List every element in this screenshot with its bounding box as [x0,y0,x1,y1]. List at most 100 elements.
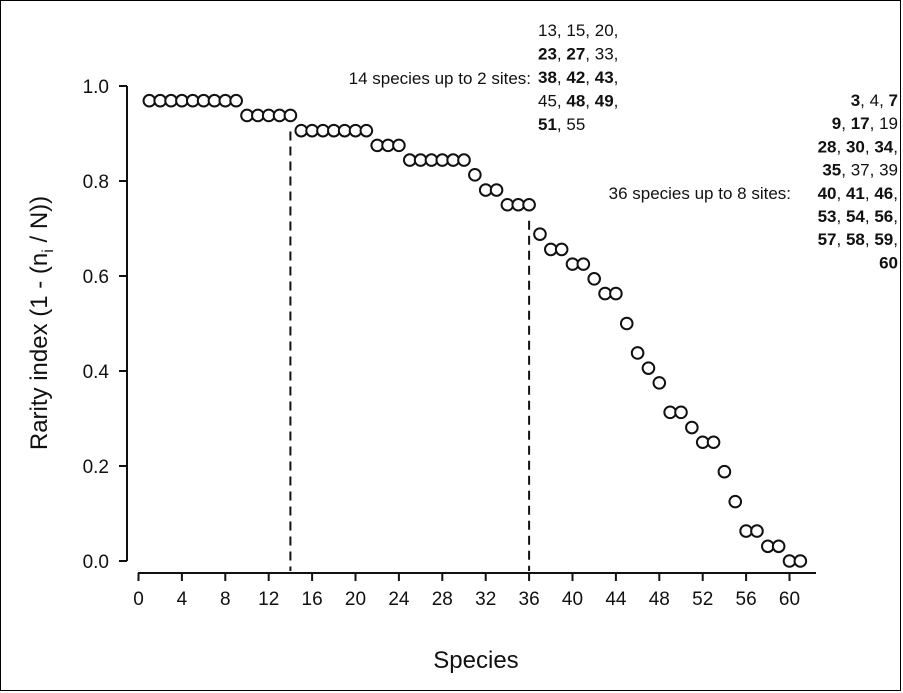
species-number-bold: 28 [818,137,837,156]
species-number: , [614,92,619,111]
x-tick-label: 36 [519,589,540,610]
data-point [457,153,471,167]
data-point [771,539,786,554]
species-number-bold: 9 [832,114,841,133]
x-tick-label: 8 [220,589,231,610]
data-point [576,257,591,271]
data-point [619,316,634,331]
reference-lines [289,131,531,571]
data-point [630,346,645,360]
y-tick-label: 0.0 [83,552,109,573]
species-number: 45 [538,92,557,111]
x-tick-label: 4 [177,589,188,610]
data-point [522,197,536,212]
x-tick-label: 32 [475,589,496,610]
x-tick-label: 12 [258,589,279,610]
y-tick-label: 0.2 [83,457,109,478]
species-number: 15 [566,21,585,40]
species-number-bold: 54 [846,207,865,226]
species-number: 55 [566,115,585,134]
y-axis-label-main: Rarity index (1 - (n [26,253,53,450]
species-number: , [837,184,846,203]
species-number: , [893,230,898,249]
species-number: , [870,161,879,180]
data-point [554,242,569,257]
data-point [229,93,243,108]
y-tick-label: 1.0 [83,77,109,98]
species-number: , [614,45,619,64]
annotation-species-line: 53, 54, 56, [818,207,898,226]
species-number: , [614,68,619,87]
annotation-species-line: 9, 17, 19 [832,114,898,133]
data-point [728,494,743,509]
species-number: , [557,68,566,87]
species-number-bold: 3 [851,91,860,110]
species-number-bold: 53 [818,207,837,226]
species-number-bold: 59 [874,230,893,249]
x-tick-label: 28 [432,589,453,610]
annotation-species-line: 51, 55 [538,115,585,134]
species-number: 4 [870,91,879,110]
species-number-bold: 51 [538,115,557,134]
species-number: , [841,161,850,180]
data-point [793,554,808,568]
species-number: , [893,184,898,203]
annotation-species-line: 13, 15, 20, [538,21,618,40]
species-number-bold: 56 [874,207,893,226]
data-point [685,420,699,435]
species-number-bold: 41 [846,184,865,203]
species-number: , [837,230,846,249]
species-number-bold: 35 [822,161,841,180]
species-number-bold: 23 [538,45,557,64]
data-point [674,405,688,420]
species-number: , [879,91,888,110]
x-tick-label: 20 [345,589,366,610]
data-points [142,93,808,568]
species-number: , [557,92,566,111]
species-number-bold: 30 [846,137,865,156]
species-number: , [870,114,879,133]
species-number-bold: 17 [851,114,870,133]
annotation-species-line: 23, 27, 33, [538,45,618,64]
species-number: , [860,91,869,110]
species-number: , [614,21,619,40]
x-tick-label: 0 [133,589,144,610]
species-number-bold: 57 [818,230,837,249]
data-point [641,361,656,375]
data-point [609,286,623,301]
data-point [392,138,406,153]
annotation-species-line: 60 [879,253,898,272]
species-number: , [865,207,874,226]
data-point [359,123,374,138]
data-point [489,183,504,197]
species-number: , [585,92,594,111]
y-tick-label: 0.4 [83,362,110,383]
data-point [652,376,667,390]
axis-labels: Species Rarity index (1 - (ni / N)) [26,196,519,674]
species-number: , [865,184,874,203]
species-number-bold: 46 [874,184,893,203]
annotation-species-line: 35, 37, 39 [822,161,898,180]
species-number-bold: 42 [566,68,585,87]
annotation-species-line: 57, 58, 59, [818,230,898,249]
species-number: 39 [879,161,898,180]
species-number: , [557,115,566,134]
species-number: , [893,137,898,156]
x-axis-label: Species [433,647,518,674]
species-number: , [837,207,846,226]
y-axis-label-subscript: i [40,249,57,253]
species-number: , [837,137,846,156]
species-number-bold: 38 [538,68,557,87]
species-number: , [585,21,594,40]
species-number: , [865,137,874,156]
species-number: , [585,68,594,87]
x-tick-label: 56 [736,589,757,610]
data-point [283,108,298,123]
species-number: 37 [851,161,870,180]
y-tick-label: 0.6 [83,267,109,288]
annotation-species-line: 28, 30, 34, [818,137,898,156]
x-tick-label: 44 [605,589,627,610]
y-axis-label: Rarity index (1 - (ni / N)) [26,196,57,450]
